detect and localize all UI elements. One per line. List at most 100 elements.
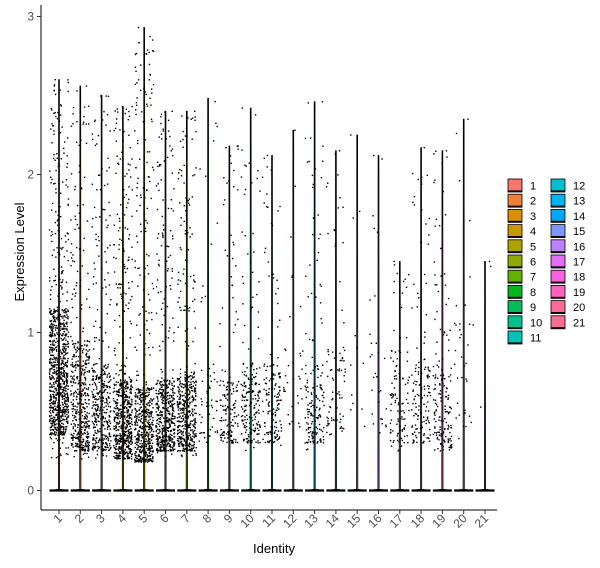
data-point [341, 397, 343, 399]
data-point [187, 117, 189, 119]
data-point [83, 344, 86, 346]
data-point [165, 438, 167, 441]
data-point [102, 439, 104, 441]
data-point [162, 417, 165, 419]
data-point [50, 182, 52, 184]
data-point [92, 379, 94, 381]
data-point [278, 436, 281, 438]
data-point [93, 434, 95, 436]
data-point [140, 401, 142, 403]
data-point [276, 435, 279, 437]
data-point [141, 389, 143, 391]
data-point [220, 436, 222, 439]
data-point [113, 411, 116, 413]
data-point [167, 412, 169, 415]
data-point [168, 442, 170, 445]
data-point [105, 412, 108, 414]
data-point [116, 118, 118, 120]
data-point [61, 442, 64, 444]
data-point [169, 230, 172, 232]
data-point [194, 394, 197, 397]
data-point [254, 382, 257, 384]
data-point [88, 306, 91, 309]
data-point [171, 441, 174, 443]
data-point [244, 386, 247, 388]
data-point [341, 309, 343, 312]
data-point [95, 233, 97, 235]
data-point [134, 53, 137, 56]
data-point [401, 403, 403, 405]
data-point [160, 422, 163, 424]
data-point [171, 267, 173, 270]
data-point [94, 404, 97, 407]
data-point [337, 207, 339, 209]
data-point [114, 452, 116, 454]
data-point [72, 254, 74, 256]
data-point [95, 421, 97, 424]
data-point [49, 362, 51, 364]
data-point [75, 364, 77, 367]
data-point [273, 431, 276, 434]
data-point [183, 450, 186, 453]
data-point [255, 382, 258, 385]
data-point [66, 323, 68, 325]
data-point [278, 390, 281, 392]
data-point [50, 323, 52, 326]
data-point [343, 322, 345, 324]
data-point [55, 337, 58, 340]
data-point [162, 439, 165, 442]
data-point [74, 409, 76, 411]
data-point [342, 427, 345, 430]
data-point [352, 217, 354, 219]
data-point [92, 401, 94, 403]
data-point [194, 417, 196, 420]
data-point [163, 314, 165, 317]
data-point [58, 323, 61, 326]
data-point [160, 411, 163, 413]
data-point [188, 398, 190, 400]
data-point [138, 438, 140, 440]
data-point [149, 455, 151, 458]
data-point [275, 293, 277, 295]
data-point [114, 400, 117, 403]
data-point [245, 392, 248, 395]
data-point [161, 392, 164, 394]
data-point [141, 426, 144, 428]
data-point [113, 407, 116, 409]
data-point [187, 438, 189, 440]
data-point [191, 377, 194, 379]
data-point [289, 315, 291, 318]
data-point [152, 449, 154, 452]
data-point [56, 153, 58, 155]
data-point [55, 372, 58, 375]
data-point [156, 279, 159, 281]
data-point [73, 422, 75, 425]
data-point [267, 412, 269, 415]
data-point [81, 421, 84, 423]
data-point [95, 418, 97, 421]
data-point [65, 384, 68, 386]
data-point [150, 104, 152, 106]
data-point [55, 256, 57, 258]
data-point [55, 389, 58, 392]
data-point [50, 326, 53, 329]
data-point [396, 433, 399, 435]
data-point [157, 380, 159, 382]
points-8 [198, 97, 219, 443]
data-point [64, 337, 66, 339]
data-point [146, 222, 149, 224]
data-point [50, 329, 53, 332]
data-point [309, 431, 312, 433]
data-point [263, 363, 266, 365]
data-point [182, 407, 184, 409]
data-point [171, 389, 174, 392]
data-point [263, 157, 265, 160]
data-point [336, 419, 338, 421]
points-5 [134, 26, 155, 464]
data-point [137, 397, 139, 399]
data-point [180, 440, 183, 443]
data-point [157, 400, 159, 402]
data-point [270, 426, 272, 428]
data-point [242, 341, 244, 344]
data-point [243, 193, 246, 195]
